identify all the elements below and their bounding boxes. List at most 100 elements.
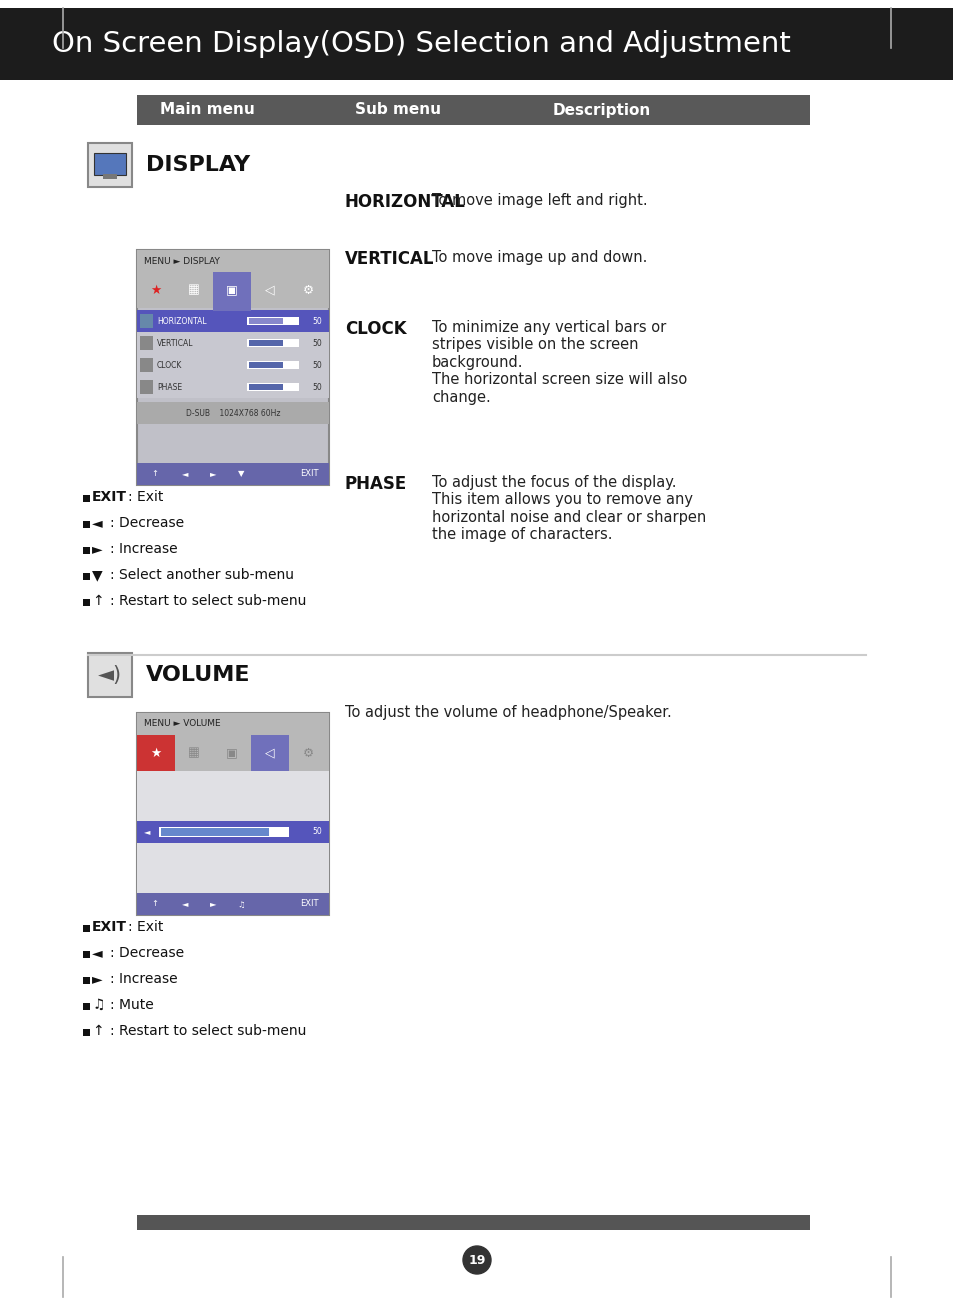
Bar (83, 547, 90, 555)
Text: ◄: ◄ (91, 515, 103, 530)
Bar (137, 311, 329, 331)
Text: VOLUME: VOLUME (146, 666, 251, 685)
Bar (137, 271, 329, 308)
Bar (88, 144, 132, 187)
Bar (249, 318, 283, 324)
Text: : Select another sub-menu: : Select another sub-menu (110, 568, 294, 582)
Text: VERTICAL: VERTICAL (157, 338, 193, 347)
Text: ◄: ◄ (144, 827, 150, 837)
Bar (161, 827, 269, 837)
Text: 50: 50 (312, 338, 321, 347)
Text: Description: Description (553, 103, 651, 117)
Bar (247, 339, 298, 347)
Bar (289, 271, 327, 308)
Text: : Exit: : Exit (128, 489, 163, 504)
Bar (140, 315, 152, 328)
Bar (251, 271, 289, 308)
Text: To move image up and down.: To move image up and down. (432, 251, 647, 265)
Text: EXIT: EXIT (91, 920, 127, 934)
Text: On Screen Display(OSD) Selection and Adjustment: On Screen Display(OSD) Selection and Adj… (52, 30, 790, 57)
Bar (137, 251, 329, 485)
Text: : Increase: : Increase (110, 542, 177, 556)
Text: Sub menu: Sub menu (355, 103, 440, 117)
Bar (83, 573, 90, 579)
Bar (137, 735, 329, 771)
Text: : Mute: : Mute (110, 998, 153, 1011)
Text: D-SUB    1024X768 60Hz: D-SUB 1024X768 60Hz (186, 408, 280, 418)
Text: ⚙: ⚙ (302, 746, 314, 760)
Text: ★: ★ (151, 746, 161, 760)
Bar (174, 735, 213, 771)
Text: ◄): ◄) (98, 666, 122, 685)
Bar (83, 1030, 90, 1036)
Bar (137, 713, 329, 735)
Text: ↑: ↑ (152, 899, 158, 908)
Text: HORIZONTAL: HORIZONTAL (157, 317, 207, 325)
Text: ★: ★ (151, 283, 161, 296)
Bar (137, 771, 329, 893)
Bar (247, 361, 298, 369)
Bar (137, 354, 329, 376)
Text: : Decrease: : Decrease (110, 515, 184, 530)
Text: 50: 50 (312, 317, 321, 325)
Bar (140, 335, 152, 350)
Text: HORIZONTAL: HORIZONTAL (345, 193, 465, 211)
Bar (83, 599, 90, 606)
Text: ▣: ▣ (226, 746, 237, 760)
Bar (137, 735, 174, 771)
Text: ►: ► (210, 470, 216, 479)
Text: : Exit: : Exit (128, 920, 163, 934)
Bar (83, 925, 90, 932)
Text: : Increase: : Increase (110, 972, 177, 987)
Text: ◄: ◄ (182, 899, 188, 908)
Bar (137, 463, 329, 485)
Text: ▼: ▼ (91, 568, 103, 582)
Bar (137, 821, 329, 843)
Text: ►: ► (91, 972, 103, 987)
Bar (0, 8, 953, 80)
Text: ►: ► (210, 899, 216, 908)
Bar (174, 271, 213, 308)
Bar (137, 376, 329, 398)
Text: ↑: ↑ (91, 1024, 104, 1037)
Bar (213, 271, 251, 311)
Text: To adjust the focus of the display.
This item allows you to remove any
horizonta: To adjust the focus of the display. This… (432, 475, 705, 542)
Bar (140, 358, 152, 372)
Circle shape (462, 1246, 491, 1274)
Bar (247, 382, 298, 391)
Bar (213, 735, 251, 771)
Bar (137, 713, 329, 915)
Bar (251, 735, 289, 771)
Text: MENU ► DISPLAY: MENU ► DISPLAY (144, 257, 219, 265)
Bar (249, 341, 283, 346)
Text: 50: 50 (312, 827, 321, 837)
Bar (83, 521, 90, 529)
Bar (140, 380, 152, 394)
Bar (159, 827, 289, 837)
Text: : Restart to select sub-menu: : Restart to select sub-menu (110, 594, 306, 608)
Text: To move image left and right.: To move image left and right. (432, 193, 647, 207)
Bar (83, 495, 90, 502)
Text: Main menu: Main menu (159, 103, 254, 117)
Text: ▣: ▣ (226, 283, 237, 296)
Bar (103, 174, 117, 179)
Text: CLOCK: CLOCK (157, 360, 182, 369)
Bar (289, 735, 327, 771)
Bar (137, 251, 329, 271)
Text: ►: ► (91, 542, 103, 556)
Bar (137, 1215, 809, 1231)
Bar (137, 402, 329, 424)
Text: ▼: ▼ (237, 470, 244, 479)
Text: MENU ► VOLUME: MENU ► VOLUME (144, 719, 220, 728)
Text: : Decrease: : Decrease (110, 946, 184, 960)
Text: EXIT: EXIT (91, 489, 127, 504)
Bar (137, 331, 329, 354)
Text: ▦: ▦ (188, 283, 200, 296)
Bar (249, 361, 283, 368)
Text: EXIT: EXIT (299, 470, 318, 479)
Text: ◁: ◁ (265, 283, 274, 296)
Text: ♫: ♫ (237, 899, 245, 908)
Text: EXIT: EXIT (299, 899, 318, 908)
Text: ⚙: ⚙ (302, 283, 314, 296)
Bar (83, 977, 90, 984)
